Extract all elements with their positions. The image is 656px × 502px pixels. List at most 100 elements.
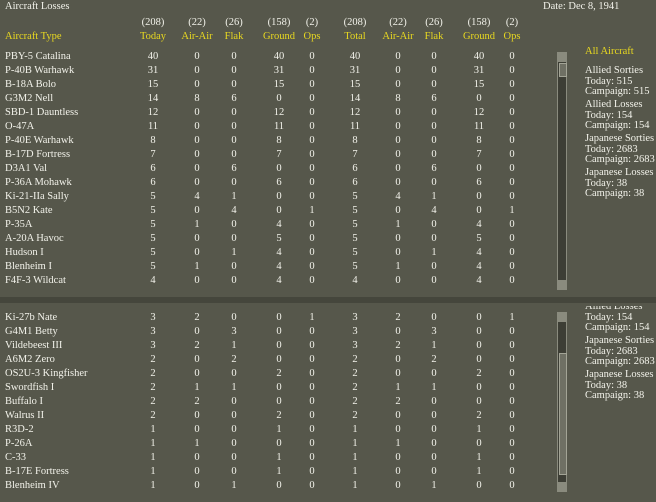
loss-value: 0: [509, 219, 515, 230]
loss-value: 4: [476, 261, 482, 272]
aircraft-name: Buffalo I: [5, 396, 44, 407]
loss-value: 6: [276, 177, 282, 188]
aircraft-name: P-40E Warhawk: [5, 135, 74, 146]
loss-value: 3: [352, 340, 358, 351]
loss-value: 0: [476, 438, 482, 449]
loss-value: 0: [194, 233, 200, 244]
loss-value: 0: [509, 121, 515, 132]
loss-value: 0: [431, 466, 437, 477]
loss-value: 1: [150, 438, 156, 449]
loss-value: 1: [150, 424, 156, 435]
loss-value: 0: [231, 177, 237, 188]
aircraft-name: PBY-5 Catalina: [5, 51, 71, 62]
loss-value: 0: [395, 79, 401, 90]
loss-value: 0: [309, 466, 315, 477]
loss-value: 0: [231, 107, 237, 118]
loss-value: 1: [231, 382, 237, 393]
loss-value: 15: [147, 79, 159, 90]
loss-value: 2: [352, 410, 358, 421]
loss-value: 0: [231, 149, 237, 160]
loss-value: 0: [509, 466, 515, 477]
loss-value: 1: [509, 205, 515, 216]
aircraft-name: G3M2 Nell: [5, 93, 54, 104]
loss-value: 0: [194, 177, 200, 188]
loss-value: 0: [309, 107, 315, 118]
side-line: Today: 2683: [585, 143, 638, 155]
loss-value: 0: [509, 452, 515, 463]
scrollbar[interactable]: [557, 52, 567, 290]
loss-value: 0: [309, 177, 315, 188]
loss-value: 2: [194, 312, 200, 323]
loss-value: 0: [431, 275, 437, 286]
loss-value: 2: [150, 396, 156, 407]
aircraft-name: C-33: [5, 452, 26, 463]
loss-value: 0: [431, 177, 437, 188]
loss-value: 0: [509, 163, 515, 174]
loss-value: 0: [309, 135, 315, 146]
column-count: (158): [267, 17, 291, 28]
side-line: Today: 515: [585, 75, 633, 87]
loss-value: 12: [273, 107, 285, 118]
loss-value: 0: [231, 312, 237, 323]
side-heading: Japanese Losses: [585, 167, 654, 178]
loss-value: 11: [473, 121, 485, 132]
loss-value: 0: [509, 354, 515, 365]
loss-value: 0: [309, 191, 315, 202]
loss-value: 0: [231, 396, 237, 407]
side-heading: Allied Losses: [585, 306, 643, 312]
loss-value: 0: [431, 233, 437, 244]
loss-value: 8: [150, 135, 156, 146]
scrollbar[interactable]: [557, 312, 567, 492]
loss-value: 1: [194, 219, 200, 230]
scroll-up[interactable]: [558, 313, 566, 322]
loss-value: 2: [395, 312, 401, 323]
loss-value: 0: [509, 107, 515, 118]
loss-value: 4: [194, 191, 200, 202]
loss-value: 0: [309, 233, 315, 244]
loss-value: 0: [276, 340, 282, 351]
loss-value: 3: [352, 326, 358, 337]
loss-value: 8: [395, 93, 401, 104]
scroll-thumb[interactable]: [559, 353, 567, 475]
loss-value: 1: [352, 424, 358, 435]
aircraft-name: P-40B Warhawk: [5, 65, 75, 76]
loss-value: 1: [231, 340, 237, 351]
loss-value: 0: [395, 135, 401, 146]
loss-value: 0: [509, 410, 515, 421]
loss-value: 0: [309, 396, 315, 407]
column-label: Flak: [224, 31, 244, 42]
loss-value: 0: [509, 233, 515, 244]
side-line: Campaign: 2683: [585, 356, 655, 367]
aircraft-name: R3D-2: [5, 424, 34, 435]
scroll-thumb[interactable]: [559, 63, 567, 77]
aircraft-name: B-17E Fortress: [5, 466, 69, 477]
loss-value: 0: [194, 424, 200, 435]
loss-value: 0: [509, 247, 515, 258]
loss-value: 0: [509, 424, 515, 435]
loss-value: 1: [476, 452, 482, 463]
loss-value: 2: [352, 382, 358, 393]
loss-value: 1: [309, 312, 315, 323]
aircraft-name: Blenheim I: [5, 261, 52, 272]
side-line: Campaign: 154: [585, 322, 650, 333]
loss-value: 7: [352, 149, 358, 160]
loss-value: 5: [476, 233, 482, 244]
loss-value: 0: [431, 452, 437, 463]
loss-value: 0: [194, 480, 200, 491]
loss-value: 0: [431, 219, 437, 230]
loss-value: 0: [309, 382, 315, 393]
loss-value: 15: [273, 79, 285, 90]
loss-value: 0: [509, 438, 515, 449]
loss-value: 0: [309, 410, 315, 421]
loss-value: 0: [431, 424, 437, 435]
loss-value: 40: [147, 51, 159, 62]
scroll-down[interactable]: [558, 482, 566, 491]
loss-value: 0: [231, 438, 237, 449]
scroll-down[interactable]: [558, 280, 566, 289]
scroll-up[interactable]: [558, 53, 566, 62]
loss-value: 0: [431, 79, 437, 90]
loss-value: 1: [509, 312, 515, 323]
loss-value: 2: [276, 410, 282, 421]
side-line: Campaign: 154: [585, 120, 650, 131]
loss-value: 1: [231, 480, 237, 491]
